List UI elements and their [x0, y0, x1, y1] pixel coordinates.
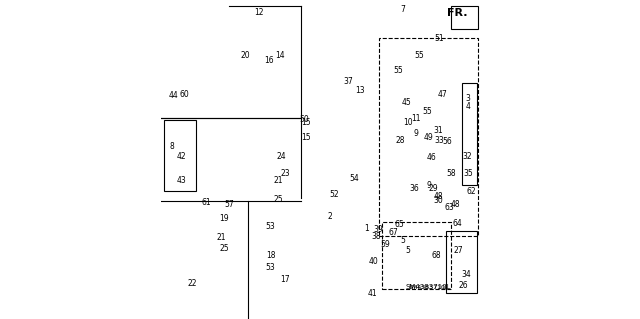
- Text: 21: 21: [274, 176, 284, 185]
- Text: 16: 16: [264, 56, 274, 65]
- Text: 53: 53: [266, 222, 275, 231]
- Text: 27: 27: [454, 246, 463, 255]
- Text: 25: 25: [220, 244, 229, 253]
- Text: 33: 33: [435, 136, 445, 145]
- Text: 21: 21: [216, 233, 226, 242]
- Text: 31: 31: [433, 126, 443, 135]
- Text: 15: 15: [301, 133, 310, 142]
- Text: 7: 7: [401, 5, 405, 14]
- Text: 43: 43: [177, 176, 186, 185]
- Text: 9: 9: [426, 181, 431, 189]
- Text: 41: 41: [368, 289, 378, 298]
- Text: 57: 57: [224, 200, 234, 209]
- Text: 55: 55: [393, 66, 403, 75]
- Text: 59: 59: [381, 240, 390, 249]
- Text: 5: 5: [401, 236, 405, 245]
- Text: 37: 37: [344, 77, 353, 86]
- Text: 2: 2: [327, 212, 332, 221]
- Text: 23: 23: [280, 169, 290, 178]
- Text: 52: 52: [330, 190, 339, 199]
- Text: SM4383710L: SM4383710L: [406, 284, 451, 290]
- Text: 56: 56: [443, 137, 452, 146]
- FancyBboxPatch shape: [451, 6, 478, 29]
- Text: 54: 54: [349, 174, 359, 183]
- Text: 19: 19: [220, 214, 229, 223]
- Text: 36: 36: [409, 184, 419, 193]
- Text: 58: 58: [446, 169, 456, 178]
- Text: FR.: FR.: [447, 8, 467, 18]
- Text: 67: 67: [388, 228, 398, 237]
- Text: SM4383710L: SM4383710L: [408, 285, 449, 290]
- Text: 46: 46: [427, 153, 436, 162]
- Text: 9: 9: [413, 130, 418, 138]
- Text: 47: 47: [438, 90, 448, 99]
- Text: 55: 55: [422, 107, 432, 116]
- Text: 44: 44: [168, 91, 178, 100]
- Text: 15: 15: [301, 118, 310, 127]
- Text: 50: 50: [299, 115, 309, 124]
- Text: 61: 61: [202, 198, 212, 207]
- Text: 38: 38: [372, 232, 381, 241]
- Text: 1: 1: [364, 224, 369, 233]
- Text: 11: 11: [411, 114, 420, 122]
- Text: 45: 45: [401, 98, 411, 107]
- Text: 62: 62: [467, 187, 476, 196]
- Text: 14: 14: [275, 51, 285, 60]
- Text: 5: 5: [405, 246, 410, 255]
- Text: 39: 39: [374, 225, 383, 234]
- Text: 65: 65: [395, 220, 404, 229]
- Text: 20: 20: [240, 51, 250, 60]
- Text: 34: 34: [462, 270, 472, 279]
- Text: 55: 55: [414, 51, 424, 60]
- Text: 4: 4: [465, 102, 470, 111]
- Text: 53: 53: [266, 263, 275, 272]
- Text: 32: 32: [462, 152, 472, 161]
- Text: 24: 24: [277, 152, 287, 161]
- Text: 12: 12: [255, 8, 264, 17]
- Text: 17: 17: [280, 275, 290, 284]
- Text: 18: 18: [266, 251, 275, 260]
- Text: 10: 10: [403, 118, 413, 127]
- Text: 64: 64: [452, 219, 462, 228]
- Text: 35: 35: [463, 169, 473, 178]
- Text: 28: 28: [395, 136, 404, 145]
- Text: 49: 49: [424, 133, 433, 142]
- Text: 40: 40: [369, 257, 378, 266]
- Text: 51: 51: [435, 34, 444, 43]
- Text: 25: 25: [274, 195, 284, 204]
- Text: 63: 63: [444, 203, 454, 212]
- Text: 68: 68: [431, 251, 441, 260]
- Text: 60: 60: [180, 90, 189, 99]
- Text: 42: 42: [177, 152, 186, 161]
- Text: 30: 30: [433, 197, 443, 205]
- Text: 26: 26: [459, 281, 468, 290]
- Text: 48: 48: [433, 192, 443, 201]
- Text: 8: 8: [170, 142, 174, 151]
- Text: 29: 29: [428, 184, 438, 193]
- Text: 13: 13: [355, 86, 365, 95]
- Text: 48: 48: [451, 200, 460, 209]
- Text: 22: 22: [188, 279, 197, 288]
- Text: 3: 3: [465, 94, 470, 103]
